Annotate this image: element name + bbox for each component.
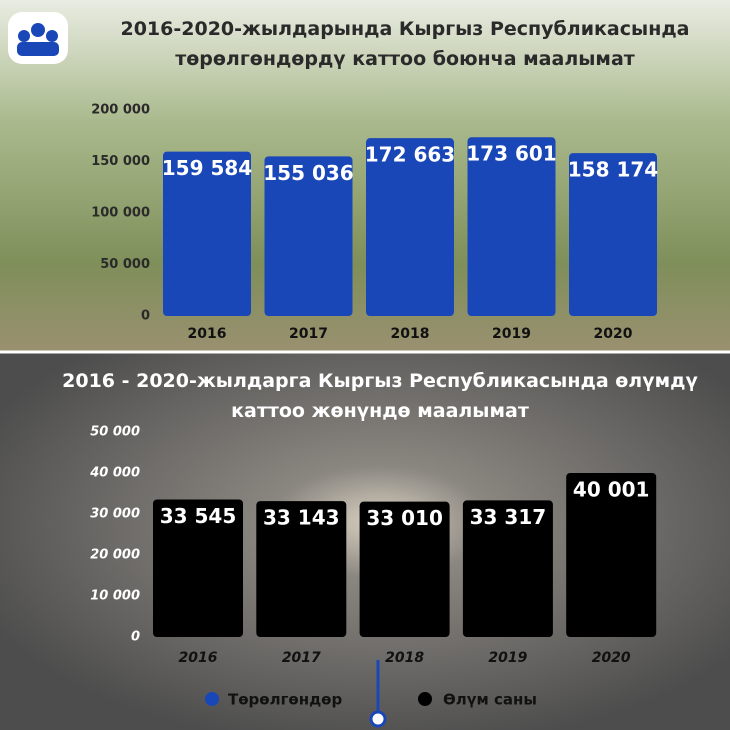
value-label: 172 663 — [365, 143, 455, 167]
legend-swatch — [418, 692, 432, 706]
y-tick-label: 100 000 — [91, 206, 150, 221]
y-tick-label: 10 000 — [90, 589, 140, 604]
y-tick-label: 30 000 — [90, 507, 140, 522]
bar — [566, 472, 657, 637]
x-tick-label: 2019 — [488, 650, 527, 666]
bar — [462, 500, 553, 637]
y-tick-label: 50 000 — [90, 425, 140, 440]
value-label: 158 174 — [568, 158, 658, 182]
logo — [8, 12, 68, 64]
x-tick-label: 2017 — [282, 650, 321, 666]
x-tick-label: 2018 — [385, 650, 424, 666]
decoration — [369, 710, 387, 728]
x-tick-label: 2016 — [179, 650, 218, 666]
value-label: 33 010 — [366, 506, 443, 530]
x-tick-label: 2018 — [391, 326, 430, 342]
legend-swatch — [205, 692, 219, 706]
y-tick-label: 40 000 — [89, 466, 140, 481]
bar — [163, 151, 251, 316]
bar — [467, 137, 556, 316]
legend-label: Өлүм саны — [443, 691, 537, 709]
y-tick-label: 20 000 — [90, 548, 140, 563]
y-tick-label: 150 000 — [91, 154, 150, 169]
x-tick-label: 2017 — [289, 326, 328, 342]
x-tick-label: 2020 — [592, 650, 631, 666]
y-tick-label: 200 000 — [91, 103, 150, 118]
y-tick-label: 0 — [131, 630, 140, 645]
legend-label: Төрөлгөндөр — [228, 691, 342, 709]
y-tick-label: 50 000 — [100, 257, 150, 272]
value-label: 33 143 — [263, 506, 340, 530]
bar — [256, 501, 347, 637]
value-label: 33 545 — [160, 504, 237, 528]
bar — [264, 156, 353, 316]
bar — [359, 501, 450, 637]
x-tick-label: 2016 — [188, 326, 227, 342]
bar — [153, 499, 243, 637]
x-tick-label: 2020 — [594, 326, 633, 342]
value-label: 155 036 — [263, 161, 353, 185]
value-label: 33 317 — [470, 505, 547, 529]
bar — [366, 138, 454, 316]
y-tick-label: 0 — [141, 309, 150, 324]
chart-title: 2016 - 2020-жылдарга Кыргыз Республикасы… — [62, 370, 698, 422]
chart-title: 2016-2020-жылдарында Кыргыз Республикасы… — [120, 18, 690, 70]
x-tick-label: 2019 — [492, 326, 531, 342]
value-label: 159 584 — [162, 156, 252, 180]
value-label: 173 601 — [466, 142, 556, 166]
bar — [569, 153, 657, 316]
value-label: 40 001 — [573, 477, 650, 501]
